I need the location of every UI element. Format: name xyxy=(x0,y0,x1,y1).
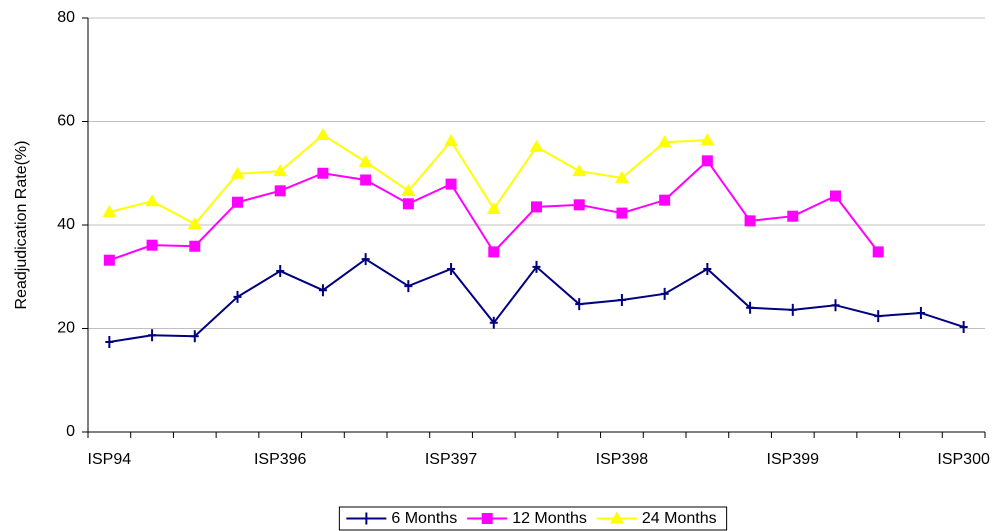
x-tick-label: ISP397 xyxy=(425,451,478,468)
marker xyxy=(481,513,493,524)
marker xyxy=(232,196,243,208)
x-tick-label: ISP94 xyxy=(88,451,132,468)
marker xyxy=(189,240,201,252)
marker xyxy=(488,246,500,258)
marker xyxy=(445,178,457,190)
marker xyxy=(609,511,624,524)
marker xyxy=(444,134,459,147)
marker xyxy=(317,167,329,179)
marker xyxy=(447,262,456,275)
marker xyxy=(830,190,841,202)
y-tick-label: 20 xyxy=(57,320,75,337)
marker xyxy=(146,239,158,251)
y-axis-label: Readjudication Rate(%) xyxy=(13,141,30,310)
marker xyxy=(872,246,884,258)
marker xyxy=(486,201,501,214)
y-tick-label: 0 xyxy=(66,423,75,440)
marker xyxy=(617,294,626,307)
marker xyxy=(746,301,755,314)
marker xyxy=(787,210,799,222)
marker xyxy=(230,166,245,179)
marker xyxy=(959,320,968,333)
marker xyxy=(572,164,587,177)
x-tick-label: ISP396 xyxy=(254,451,307,468)
marker xyxy=(489,316,498,329)
marker xyxy=(318,284,327,297)
marker xyxy=(573,199,585,211)
x-tick-label: ISP300 xyxy=(937,451,990,468)
legend-label: 12 Months xyxy=(512,510,587,527)
marker xyxy=(404,280,413,293)
legend-box xyxy=(338,506,728,531)
legend-label: 6 Months xyxy=(391,510,457,527)
x-tick-label: ISP399 xyxy=(767,451,820,468)
marker xyxy=(233,290,242,303)
marker xyxy=(103,254,115,266)
marker xyxy=(659,194,671,206)
legend: 6 Months 12 Months 24 Months xyxy=(338,506,728,531)
marker xyxy=(148,329,157,342)
marker xyxy=(358,154,373,167)
legend-label: 24 Months xyxy=(642,510,717,527)
marker xyxy=(401,183,416,196)
marker xyxy=(361,253,370,266)
marker xyxy=(315,127,330,140)
y-tick-label: 40 xyxy=(57,216,75,233)
marker xyxy=(102,205,117,218)
marker xyxy=(575,298,584,311)
marker xyxy=(145,194,160,207)
marker xyxy=(402,198,414,210)
marker xyxy=(360,174,372,186)
marker xyxy=(874,310,883,323)
marker xyxy=(616,207,628,219)
marker xyxy=(274,185,286,197)
marker xyxy=(700,133,715,146)
marker xyxy=(916,306,925,319)
marker xyxy=(531,201,542,213)
y-tick-label: 80 xyxy=(57,9,75,26)
marker xyxy=(701,155,713,167)
x-tick-label: ISP398 xyxy=(596,451,649,468)
marker xyxy=(276,265,285,278)
marker xyxy=(744,215,756,227)
marker xyxy=(362,512,371,525)
marker xyxy=(532,260,541,273)
y-tick-label: 60 xyxy=(57,113,75,130)
marker xyxy=(105,335,114,348)
marker xyxy=(660,287,669,300)
marker xyxy=(187,216,202,229)
marker xyxy=(529,139,544,152)
marker xyxy=(614,170,629,183)
marker xyxy=(788,303,797,316)
marker xyxy=(190,330,199,343)
marker xyxy=(703,262,712,275)
marker xyxy=(273,164,288,177)
marker xyxy=(831,299,840,312)
marker xyxy=(657,135,672,148)
